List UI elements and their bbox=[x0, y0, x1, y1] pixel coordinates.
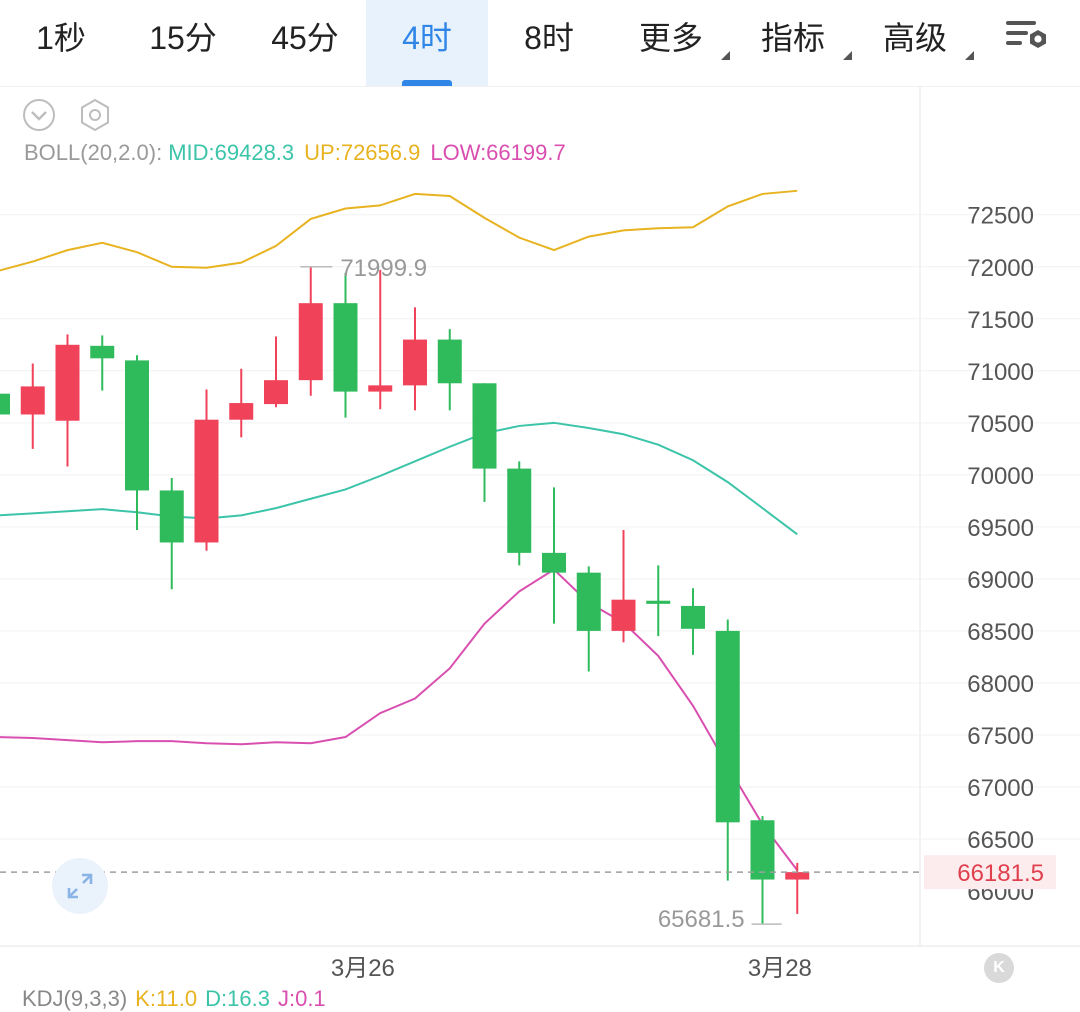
candle-body bbox=[229, 403, 254, 420]
expand-button[interactable] bbox=[52, 858, 108, 914]
last-price-badge bbox=[924, 855, 1056, 890]
low-annotation: 65681.5 bbox=[658, 906, 745, 933]
candle-body bbox=[715, 630, 740, 823]
boll-low: LOW:66199.7 bbox=[430, 140, 566, 165]
boll-legend: BOLL(20,2.0): MID:69428.3 UP:72656.9 LOW:66… bbox=[24, 140, 576, 166]
tab-label: 45分 bbox=[271, 20, 339, 56]
kdj-name: KDJ(9,3,3) bbox=[22, 986, 128, 1011]
candle-body bbox=[264, 380, 288, 405]
dropdown-triangle-icon bbox=[843, 51, 852, 60]
dropdown-triangle-icon bbox=[965, 51, 974, 60]
boll-upper-line bbox=[0, 189, 798, 272]
x-tick-label: 3月28 bbox=[748, 955, 812, 982]
expand-arrows-icon bbox=[67, 873, 93, 899]
y-tick-label: 70500 bbox=[967, 411, 1034, 438]
tab-label: 指标 bbox=[760, 20, 825, 56]
x-tick-label: 3月26 bbox=[331, 955, 395, 982]
y-tick-label: 67500 bbox=[967, 723, 1034, 750]
tab-label: 1秒 bbox=[36, 20, 86, 56]
boll-lower-line bbox=[0, 568, 799, 871]
tab-0[interactable]: 1秒 bbox=[0, 0, 122, 86]
kdj-k: K:11.0 bbox=[135, 986, 198, 1011]
y-tick-label: 72000 bbox=[967, 255, 1034, 282]
candle-body bbox=[785, 872, 810, 880]
kdj-d: D:16.3 bbox=[205, 986, 270, 1011]
candle-body bbox=[646, 600, 671, 604]
y-tick-label: 68500 bbox=[967, 619, 1034, 646]
candle-body bbox=[0, 393, 10, 415]
tab-4[interactable]: 8时 bbox=[488, 0, 610, 86]
candle-body bbox=[368, 385, 393, 392]
y-tick-label: 66500 bbox=[967, 827, 1034, 854]
candle-body bbox=[333, 303, 358, 392]
y-tick-label: 71000 bbox=[967, 359, 1034, 386]
tab-6[interactable]: 指标 bbox=[732, 0, 854, 86]
tab-7[interactable]: 高级 bbox=[854, 0, 976, 86]
candle-body bbox=[194, 419, 219, 543]
collapse-button[interactable] bbox=[22, 98, 56, 132]
candle-body bbox=[298, 303, 323, 381]
y-tick-label: 71500 bbox=[967, 307, 1034, 334]
chevron-down-circle-icon bbox=[23, 99, 55, 131]
candle-body bbox=[507, 468, 532, 553]
candle-body bbox=[576, 572, 601, 631]
candle-body bbox=[90, 345, 115, 359]
tab-label: 更多 bbox=[638, 20, 703, 56]
candle-body bbox=[750, 820, 775, 880]
indicator-settings-button[interactable] bbox=[78, 98, 112, 132]
timeframe-tabs: 1秒 15分 45分 4时 8时 更多 指标 高级 bbox=[0, 0, 1080, 87]
candle-body bbox=[20, 386, 45, 415]
candle-body bbox=[437, 339, 462, 384]
dropdown-triangle-icon bbox=[721, 51, 730, 60]
y-tick-label: 69500 bbox=[967, 515, 1034, 542]
tab-label: 4时 bbox=[402, 20, 452, 56]
y-tick-label: 70000 bbox=[967, 463, 1034, 490]
tab-5[interactable]: 更多 bbox=[610, 0, 732, 86]
high-annotation: 71999.9 bbox=[340, 255, 427, 282]
y-tick-label: 68000 bbox=[967, 671, 1034, 698]
tab-1[interactable]: 15分 bbox=[122, 0, 244, 86]
chart-settings-icon bbox=[1006, 21, 1046, 48]
y-tick-label: 67000 bbox=[967, 775, 1034, 802]
chart-settings-button[interactable] bbox=[1004, 18, 1054, 58]
y-tick-label: 72500 bbox=[967, 203, 1034, 230]
y-tick-label: 69000 bbox=[967, 567, 1034, 594]
boll-name: BOLL(20,2.0): bbox=[24, 140, 163, 165]
hexagon-settings-icon bbox=[81, 98, 109, 132]
boll-up: UP:72656.9 bbox=[304, 140, 421, 165]
tab-label: 8时 bbox=[524, 20, 574, 56]
active-tab-indicator bbox=[402, 80, 452, 86]
tab-label: 高级 bbox=[882, 20, 947, 56]
candle-body bbox=[611, 599, 636, 631]
candle-body bbox=[159, 490, 184, 543]
tab-3[interactable]: 4时 bbox=[366, 0, 488, 86]
boll-mid: MID:69428.3 bbox=[168, 140, 295, 165]
candle-body bbox=[681, 605, 705, 629]
kdj-legend: KDJ(9,3,3) K:11.0 D:16.3 J:0.1 bbox=[22, 986, 334, 1012]
tab-2[interactable]: 45分 bbox=[244, 0, 366, 86]
k-icon[interactable]: K bbox=[984, 953, 1014, 983]
candle-body bbox=[542, 552, 566, 573]
boll-mid-line bbox=[0, 421, 798, 536]
last-price-label: 66181.5 bbox=[957, 860, 1044, 887]
candle-body bbox=[125, 360, 149, 491]
candle-body bbox=[472, 383, 497, 469]
candle-body bbox=[403, 339, 427, 386]
tab-label: 15分 bbox=[149, 20, 217, 56]
candlestick-chart[interactable]: 6600066500670006750068000685006900069500… bbox=[0, 86, 1080, 998]
kdj-j: J:0.1 bbox=[277, 986, 326, 1011]
candle-body bbox=[55, 344, 80, 421]
